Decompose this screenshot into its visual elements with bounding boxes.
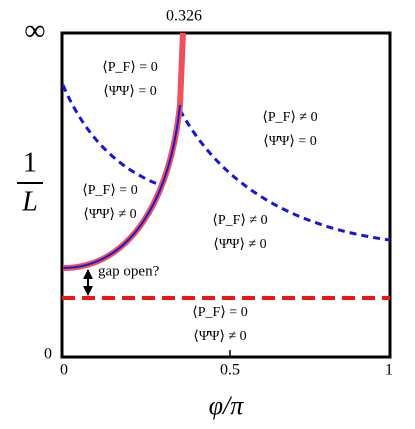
boundary-dashed [178, 109, 391, 242]
region-label: ⟨P_F⟩ = 0 [102, 60, 157, 75]
y-top-label: ∞ [24, 14, 45, 47]
region-label: ⟨P_F⟩ = 0 [82, 183, 137, 198]
x-tick-label: 0.5 [220, 362, 240, 379]
region-label: ⟨Ψ̄Ψ⟩ = 0 [263, 134, 316, 149]
region-label: ⟨P_F⟩ ≠ 0 [212, 213, 267, 228]
region-label: ⟨Ψ̄Ψ⟩ ≠ 0 [193, 329, 246, 344]
top-mark: 0.326 [166, 8, 202, 25]
y-bottom-label: 0 [44, 346, 52, 363]
boundary-blue [62, 104, 181, 269]
annotation: gap open? [98, 263, 160, 279]
region-label: ⟨Ψ̄Ψ⟩ ≠ 0 [83, 207, 136, 222]
region-label: ⟨Ψ̄Ψ⟩ ≠ 0 [213, 237, 266, 252]
x-label: φ/π [209, 391, 245, 420]
region-label: ⟨Ψ̄Ψ⟩ = 0 [103, 84, 156, 99]
x-tick-label: 0 [60, 362, 68, 379]
y-label-num: 1 [23, 147, 37, 178]
region-label: ⟨P_F⟩ ≠ 0 [262, 110, 317, 125]
plot-frame [60, 31, 392, 359]
region-label: ⟨P_F⟩ = 0 [192, 305, 247, 320]
y-label-den: L [21, 186, 38, 217]
x-tick-label: 1 [385, 362, 393, 379]
boundary-dashed [61, 84, 161, 187]
